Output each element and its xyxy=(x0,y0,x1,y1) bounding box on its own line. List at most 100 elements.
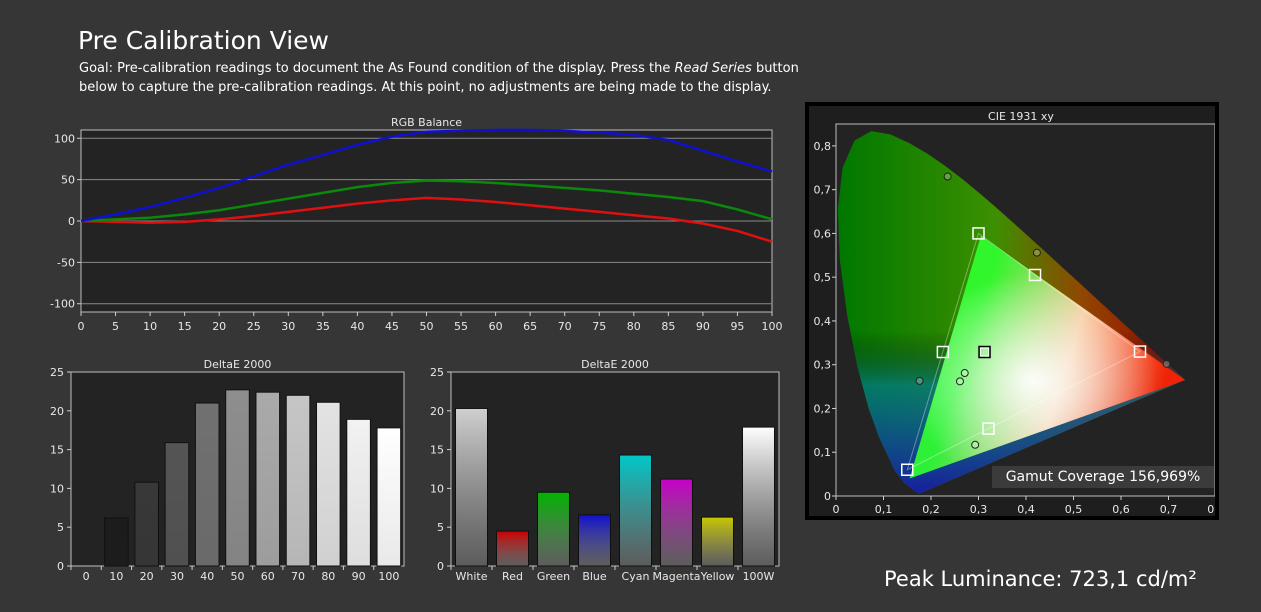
cie-y-tick-label: 0,8 xyxy=(814,140,832,153)
cie-y-tick-label: 0,3 xyxy=(814,359,832,372)
de-gray-bar-50 xyxy=(225,389,250,567)
de-color-bar-cyan xyxy=(619,454,652,567)
cie-target-square xyxy=(978,345,991,359)
cie-x-tick-label: 0,2 xyxy=(922,503,940,516)
rgb-x-tick-label: 30 xyxy=(281,320,295,333)
de-color-x-label: Blue xyxy=(582,570,607,583)
de-color-y-tick-label: 10 xyxy=(430,482,444,495)
rgb-x-tick-label: 45 xyxy=(385,320,399,333)
cie-y-tick-label: 0 xyxy=(824,490,831,503)
de-gray-x-label: 60 xyxy=(261,570,275,583)
rgb-x-tick-label: 55 xyxy=(454,320,468,333)
rgb-x-tick-label: 60 xyxy=(489,320,503,333)
de-color-bar-red xyxy=(496,530,529,567)
rgb-series-line-1 xyxy=(80,179,773,223)
de-gray-x-label: 10 xyxy=(109,570,123,583)
rgb-x-tick-label: 70 xyxy=(558,320,572,333)
cie-1931-chart: CIE 1931 xy 00 0,1 0,1 0,2 0,2 0,3 0,3 0,4 0,4 0,5… xyxy=(814,110,1215,516)
de-color-bar-white xyxy=(455,407,488,567)
de-gray-x-label: 80 xyxy=(321,570,335,583)
de-gray-title: DeltaE 2000 xyxy=(204,358,272,371)
rgb-x-tick-label: 40 xyxy=(350,320,364,333)
cie-measured-point xyxy=(915,376,924,385)
de-gray-bar-80 xyxy=(316,401,341,567)
read-series-reference: Read Series xyxy=(674,61,752,76)
rgb-y-tick-label: 100 xyxy=(54,132,75,145)
de-color-y-tick-label: 5 xyxy=(437,521,444,534)
de-gray-y-tick-label: 0 xyxy=(57,560,64,573)
de-gray-bar-90 xyxy=(346,418,371,567)
cie-target-gamut-outline xyxy=(906,232,1141,471)
cie-target-square xyxy=(1028,268,1042,282)
rgb-x-tick-label: 20 xyxy=(212,320,226,333)
rgb-series-line-2 xyxy=(80,128,773,223)
cie-target-square xyxy=(936,345,950,359)
de-gray-y-tick-label: 25 xyxy=(50,366,64,379)
de-color-x-label: Magenta xyxy=(652,570,700,583)
de-gray-y-tick-label: 10 xyxy=(50,482,64,495)
cie-x-tick-label: 0,7 xyxy=(1160,503,1178,516)
de-gray-y-tick-label: 15 xyxy=(50,444,64,457)
de-color-bar-100w xyxy=(742,426,775,567)
rgb-balance-title: RGB Balance xyxy=(391,116,462,129)
deltae-color-chart: DeltaE 2000 25 20 15 10 5 0 White Red Green Blue Cy… xyxy=(430,358,780,583)
goal-description: Goal: Pre-calibration readings to docume… xyxy=(79,59,839,97)
rgb-x-tick-label: 75 xyxy=(592,320,606,333)
cie-target-square xyxy=(1133,345,1147,358)
cie-x-tick-label: 0,8 xyxy=(1207,503,1215,516)
cie-y-tick-label: 0,1 xyxy=(814,446,832,459)
de-color-bar-green xyxy=(537,491,570,567)
de-color-x-label: Green xyxy=(537,570,570,583)
de-gray-x-label: 70 xyxy=(291,570,305,583)
de-gray-x-label: 30 xyxy=(170,570,184,583)
de-gray-x-label: 90 xyxy=(352,570,366,583)
de-color-x-label: 100W xyxy=(743,570,775,583)
rgb-series-line-0 xyxy=(80,196,773,243)
de-color-y-tick-label: 0 xyxy=(437,560,444,573)
rgb-x-tick-label: 0 xyxy=(78,320,85,333)
de-color-x-label: Red xyxy=(502,570,523,583)
de-gray-x-label: 50 xyxy=(231,570,245,583)
de-color-y-tick-label: 25 xyxy=(430,366,444,379)
de-gray-bar-30 xyxy=(164,442,190,567)
de-gray-bar-100 xyxy=(376,427,402,567)
rgb-x-tick-label: 100 xyxy=(762,320,783,333)
de-color-y-tick-label: 15 xyxy=(430,444,444,457)
de-gray-bar-20 xyxy=(134,481,159,567)
cie-y-tick-label: 0,2 xyxy=(814,402,832,415)
rgb-x-tick-label: 90 xyxy=(696,320,710,333)
cie-x-tick-label: 0,4 xyxy=(1017,503,1035,516)
rgb-x-tick-label: 10 xyxy=(143,320,157,333)
de-color-x-label: Yellow xyxy=(700,570,735,583)
cie-x-tick-label: 0,6 xyxy=(1112,503,1130,516)
de-color-bar-blue xyxy=(578,514,611,567)
cie-x-tick-label: 0,1 xyxy=(875,503,893,516)
cie-measured-point xyxy=(955,377,964,386)
cie-y-tick-label: 0,4 xyxy=(814,315,832,328)
goal-text-suffix: button below to capture the pre-calibrat… xyxy=(79,61,799,95)
peak-luminance: Peak Luminance: 723,1 cd/m² xyxy=(884,567,1197,591)
de-gray-bar-60 xyxy=(255,391,281,567)
rgb-y-tick-label: 50 xyxy=(61,174,75,187)
cie-target-square xyxy=(901,463,914,476)
cie-y-tick-label: 0,5 xyxy=(814,271,832,284)
cie-target-square xyxy=(972,227,985,240)
de-gray-x-label: 40 xyxy=(200,570,214,583)
rgb-x-tick-label: 5 xyxy=(112,320,119,333)
cie-target-square-white-inner xyxy=(980,347,990,357)
rgb-y-tick-label: 0 xyxy=(68,215,75,228)
cie-x-tick-label: 0 xyxy=(833,503,840,516)
cie-measured-point xyxy=(1162,359,1171,368)
cie-x-tick-label: 0,5 xyxy=(1065,503,1083,516)
rgb-x-tick-label: 80 xyxy=(627,320,641,333)
de-gray-bar-70 xyxy=(285,394,311,567)
de-gray-x-label: 0 xyxy=(83,570,90,583)
rgb-x-tick-label: 85 xyxy=(661,320,675,333)
de-gray-x-label: 20 xyxy=(140,570,154,583)
de-color-y-tick-label: 20 xyxy=(430,405,444,418)
cie-title: CIE 1931 xy xyxy=(988,110,1054,123)
cie-chart-panel: CIE 1931 xy 0 0 0,1 0,1 0,2 0,2 0,3 0,3 0,4 0,4 0,5… xyxy=(805,102,1219,520)
cie-white-center xyxy=(909,235,1186,479)
